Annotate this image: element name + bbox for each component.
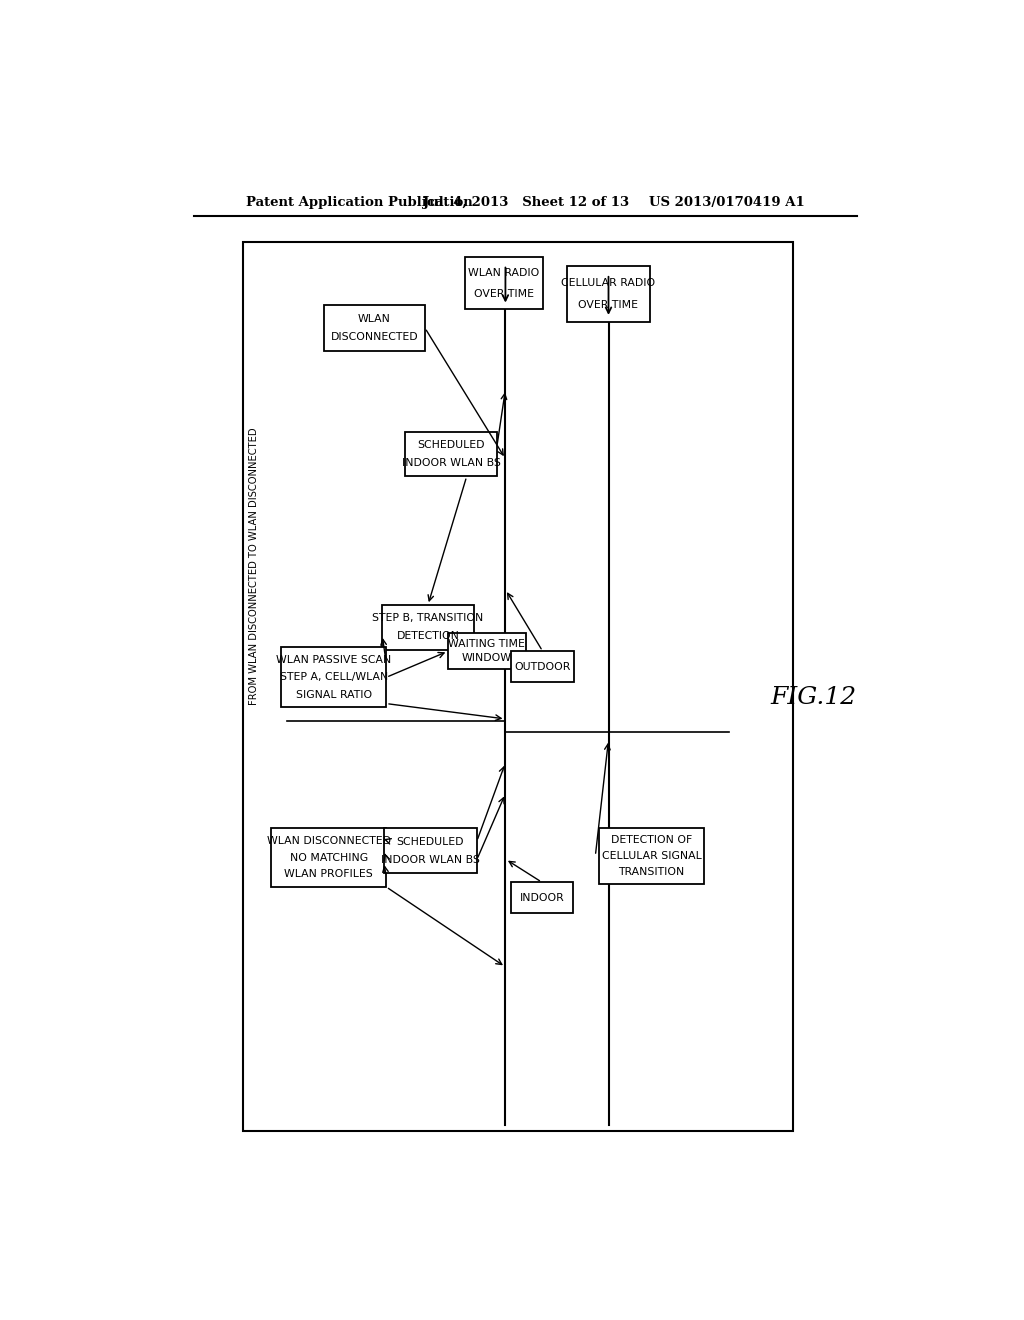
Text: INDOOR WLAN BS: INDOOR WLAN BS bbox=[401, 458, 501, 469]
Text: NO MATCHING: NO MATCHING bbox=[290, 853, 368, 862]
Text: STEP B, TRANSITION: STEP B, TRANSITION bbox=[373, 614, 483, 623]
Text: DETECTION: DETECTION bbox=[396, 631, 460, 642]
Text: DETECTION OF: DETECTION OF bbox=[611, 836, 692, 845]
Bar bbox=[384, 829, 477, 873]
Text: WLAN PROFILES: WLAN PROFILES bbox=[285, 870, 373, 879]
Text: SIGNAL RATIO: SIGNAL RATIO bbox=[296, 689, 372, 700]
Bar bbox=[271, 829, 386, 887]
Text: WLAN RADIO: WLAN RADIO bbox=[468, 268, 540, 277]
Bar bbox=[465, 257, 543, 309]
Bar bbox=[599, 829, 703, 884]
Text: CELLULAR RADIO: CELLULAR RADIO bbox=[561, 277, 655, 288]
Bar bbox=[282, 647, 386, 708]
Text: INDOOR WLAN BS: INDOOR WLAN BS bbox=[381, 854, 479, 865]
Bar bbox=[324, 305, 425, 351]
Text: FROM WLAN DISCONNECTED TO WLAN DISCONNECTED: FROM WLAN DISCONNECTED TO WLAN DISCONNEC… bbox=[249, 428, 259, 705]
Bar bbox=[511, 651, 574, 682]
Text: INDOOR: INDOOR bbox=[519, 892, 564, 903]
Bar bbox=[449, 634, 525, 669]
Text: SCHEDULED: SCHEDULED bbox=[418, 440, 485, 450]
Text: OVER TIME: OVER TIME bbox=[474, 289, 534, 298]
Text: WAITING TIME: WAITING TIME bbox=[449, 639, 525, 649]
Bar bbox=[511, 882, 572, 913]
Text: WLAN DISCONNECTED: WLAN DISCONNECTED bbox=[266, 836, 391, 846]
Text: OVER TIME: OVER TIME bbox=[579, 300, 639, 310]
Text: OUTDOOR: OUTDOOR bbox=[514, 661, 570, 672]
Text: WLAN PASSIVE SCAN: WLAN PASSIVE SCAN bbox=[276, 655, 391, 665]
Text: Jul. 4, 2013   Sheet 12 of 13: Jul. 4, 2013 Sheet 12 of 13 bbox=[423, 195, 629, 209]
Text: US 2013/0170419 A1: US 2013/0170419 A1 bbox=[649, 195, 805, 209]
Text: CELLULAR SIGNAL: CELLULAR SIGNAL bbox=[602, 851, 701, 861]
Bar bbox=[382, 605, 474, 649]
Text: SCHEDULED: SCHEDULED bbox=[396, 837, 464, 846]
Text: DISCONNECTED: DISCONNECTED bbox=[331, 333, 418, 342]
Text: STEP A, CELL/WLAN: STEP A, CELL/WLAN bbox=[280, 672, 388, 682]
Text: Patent Application Publication: Patent Application Publication bbox=[246, 195, 472, 209]
Text: TRANSITION: TRANSITION bbox=[618, 867, 685, 876]
Bar bbox=[566, 267, 650, 322]
Text: FIG.12: FIG.12 bbox=[771, 686, 857, 709]
Bar bbox=[406, 432, 497, 477]
Text: WLAN: WLAN bbox=[358, 314, 391, 323]
Text: WINDOW: WINDOW bbox=[462, 653, 512, 663]
Bar bbox=[243, 242, 793, 1131]
